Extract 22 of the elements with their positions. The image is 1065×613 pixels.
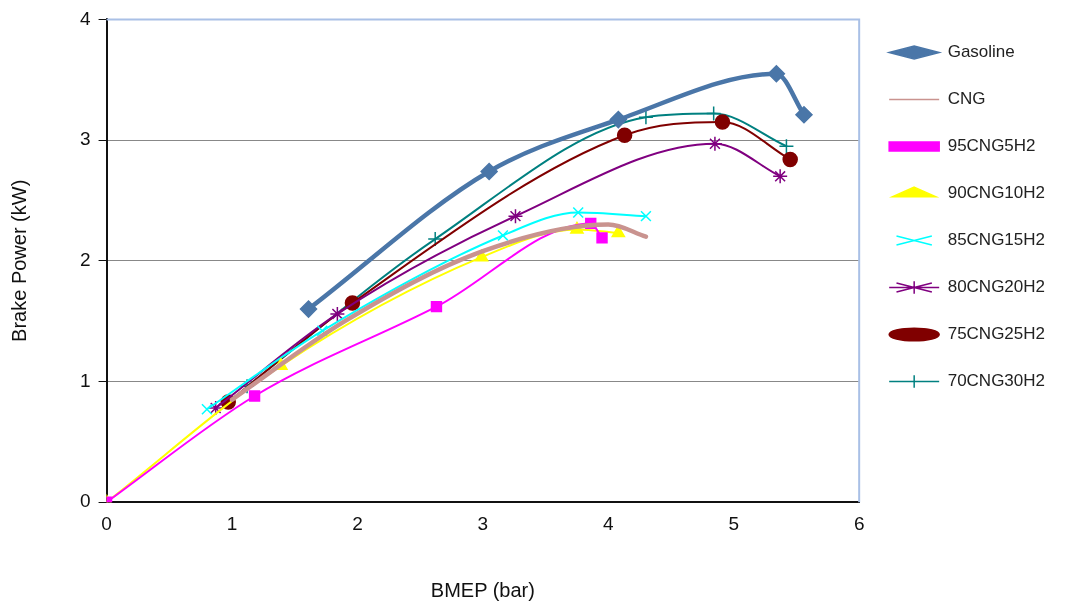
legend-label: 70CNG30H2 (947, 371, 1045, 391)
legend-label: Gasoline (947, 42, 1015, 62)
legend-label: 85CNG15H2 (947, 230, 1045, 250)
y-tick-label: 1 (79, 369, 91, 391)
legend-label: 75CNG25H2 (947, 324, 1045, 344)
x-tick-label: 4 (603, 512, 615, 534)
y-tick-label: 3 (79, 128, 91, 150)
x-tick-label: 1 (226, 512, 238, 534)
x-tick-label: 5 (728, 512, 740, 534)
legend-label: 80CNG20H2 (947, 277, 1045, 297)
x-tick-label: 0 (101, 512, 112, 534)
legend-label: 95CNG5H2 (947, 136, 1036, 156)
y-tick-label: 0 (79, 490, 91, 512)
x-tick-label: 3 (477, 512, 489, 534)
y-tick-label: 4 (79, 7, 91, 29)
x-axis-title: BMEP (bar) (430, 578, 535, 601)
y-tick-label: 2 (79, 249, 91, 271)
legend-label: 90CNG10H2 (947, 183, 1045, 203)
y-axis-title: Brake Power (kW) (7, 179, 30, 342)
legend-label: CNG (947, 89, 986, 109)
x-tick-label: 6 (853, 512, 865, 534)
x-tick-label: 2 (352, 512, 363, 534)
